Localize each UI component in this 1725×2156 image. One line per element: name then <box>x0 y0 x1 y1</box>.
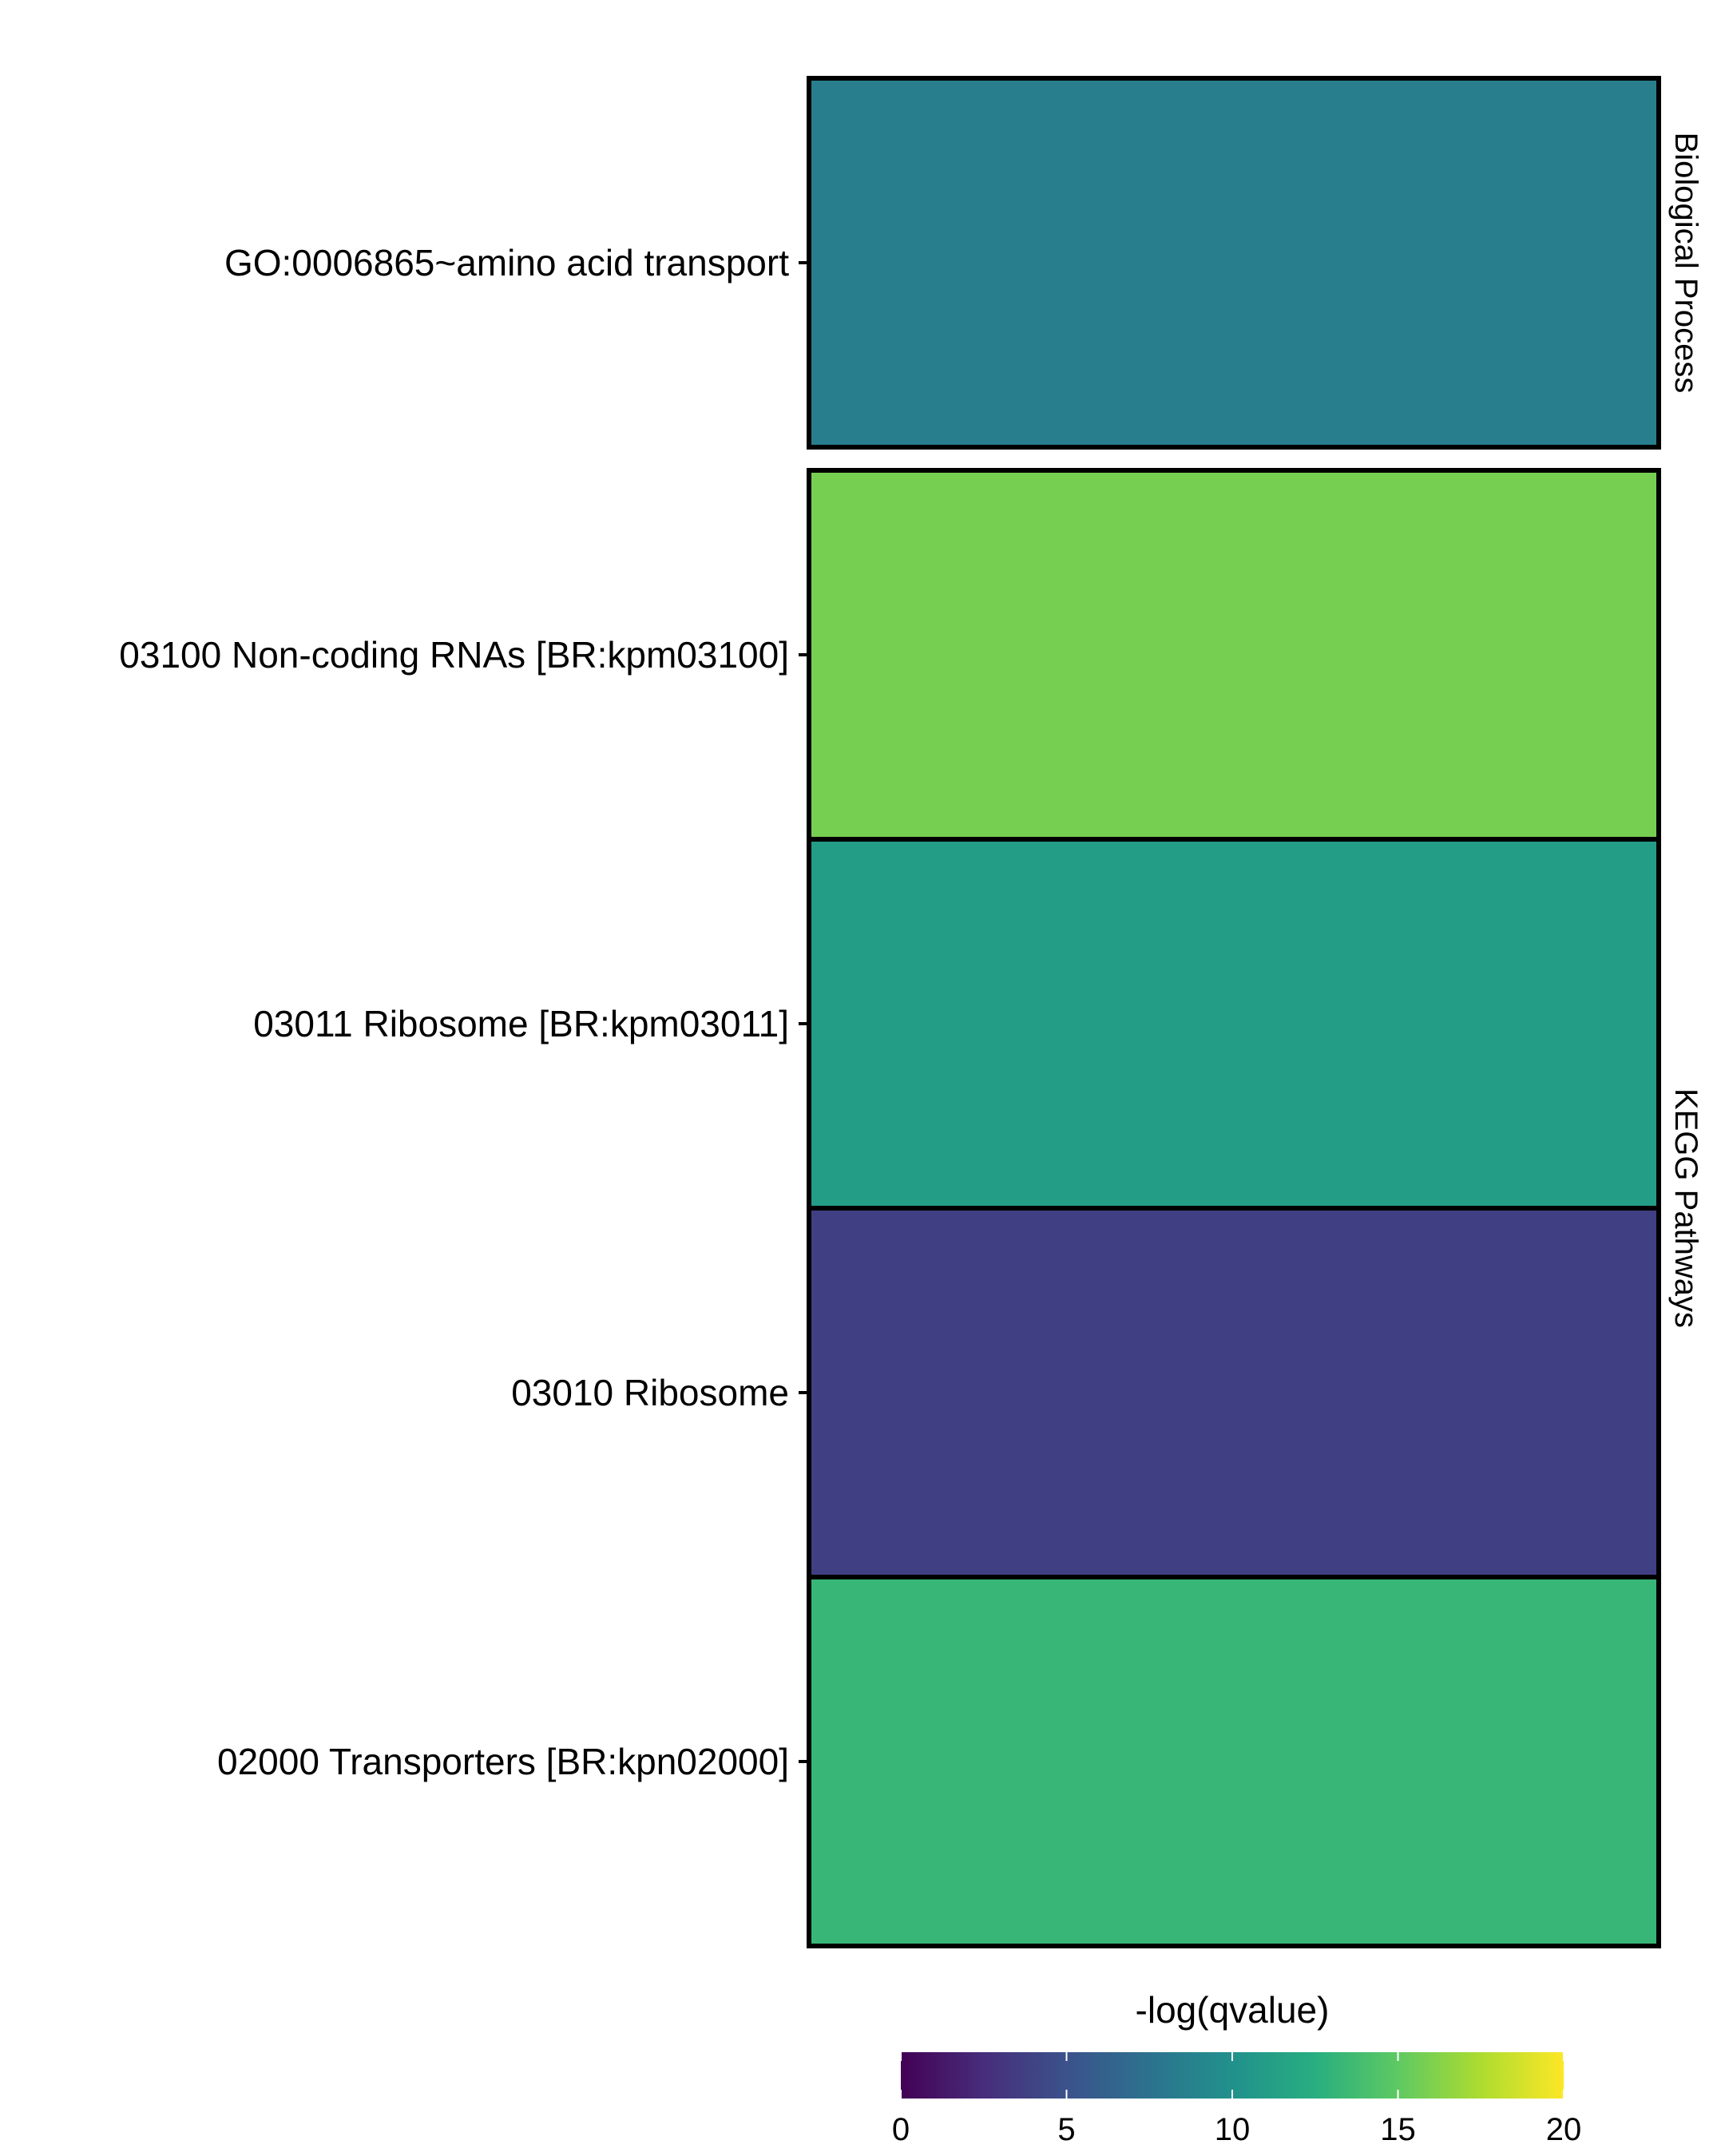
y-tick-label: 02000 Transporters [BR:kpn02000] <box>217 1741 789 1782</box>
y-tick-label: GO:0006865~amino acid transport <box>224 242 789 283</box>
colorbar-tick-label: 0 <box>892 2112 910 2147</box>
heatmap-cell <box>807 1206 1661 1579</box>
heatmap-cell <box>807 468 1661 842</box>
facet-biological-process: GO:0006865~amino acid transport Biologica… <box>224 76 1703 450</box>
facet-strip-label: Biological Process <box>1668 133 1703 394</box>
colorbar-ticks: 0 5 10 15 20 <box>892 2052 1581 2147</box>
colorbar-tick-label: 20 <box>1546 2112 1582 2147</box>
colorbar-tick-label: 5 <box>1057 2112 1075 2147</box>
heatmap-panels: GO:0006865~amino acid transport Biologica… <box>119 76 1703 1948</box>
facet-strip-label: KEGG Pathways <box>1668 1088 1703 1328</box>
facet-border <box>807 469 1660 1948</box>
legend-title: -log(qvalue) <box>1136 1989 1330 2031</box>
y-tick-label: 03010 Ribosome <box>511 1372 789 1413</box>
facet-border <box>807 77 1660 449</box>
colorbar-legend: -log(qvalue) 0 5 10 15 20 <box>892 1989 1581 2147</box>
heatmap-cell <box>807 76 1661 450</box>
heatmap-cell <box>807 1575 1661 1948</box>
heatmap-cell <box>807 837 1661 1211</box>
colorbar-tick-label: 10 <box>1215 2112 1251 2147</box>
y-tick-label: 03011 Ribosome [BR:kpm03011] <box>253 1003 789 1044</box>
y-tick-label: 03100 Non-coding RNAs [BR:kpm03100] <box>119 634 789 676</box>
colorbar-tick-label: 15 <box>1380 2112 1416 2147</box>
facet-kegg-pathways: 03100 Non-coding RNAs [BR:kpm03100] 03011… <box>119 468 1703 1948</box>
